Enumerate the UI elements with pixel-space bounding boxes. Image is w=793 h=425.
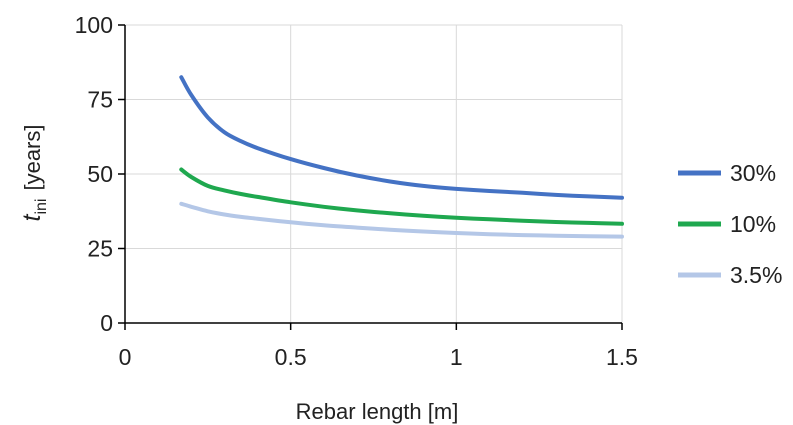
- series-line: [179, 201, 624, 239]
- y-tick-label: 0: [100, 310, 113, 336]
- series-line: [179, 75, 624, 200]
- legend-label: 10%: [730, 211, 776, 237]
- y-tick-label: 75: [87, 87, 113, 113]
- axes: [118, 24, 623, 330]
- y-axis-symbol: t: [18, 214, 46, 222]
- series-lines: [179, 75, 624, 239]
- series-line: [179, 167, 624, 226]
- x-axis-title: Rebar length [m]: [296, 399, 459, 424]
- tick-labels: 0 25 50 75 100 0 0.5 1 1.5: [75, 12, 638, 370]
- x-tick-label: 0: [119, 344, 132, 370]
- y-axis-title: tini [years]: [18, 125, 50, 222]
- gridlines: [125, 24, 623, 323]
- y-axis-unit: [years]: [20, 125, 45, 191]
- legend-label: 3.5%: [730, 262, 782, 288]
- y-tick-label: 25: [87, 236, 113, 262]
- x-tick-label: 1: [450, 344, 463, 370]
- legend-label: 30%: [730, 160, 776, 186]
- y-axis-subscript: ini: [33, 199, 50, 215]
- y-tick-label: 50: [87, 161, 113, 187]
- legend: 30% 10% 3.5%: [678, 160, 782, 288]
- x-tick-label: 1.5: [606, 344, 638, 370]
- x-tick-label: 0.5: [275, 344, 307, 370]
- y-tick-label: 100: [75, 12, 113, 38]
